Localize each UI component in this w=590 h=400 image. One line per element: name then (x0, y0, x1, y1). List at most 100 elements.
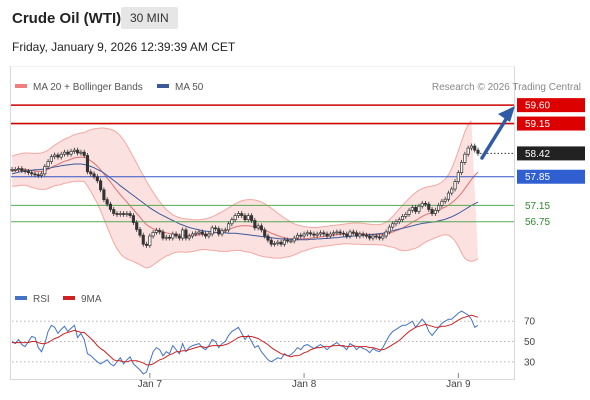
candle-body (122, 213, 126, 215)
candle (423, 200, 428, 207)
chart-credit: Research © 2026 Trading Central (432, 82, 581, 93)
candle-body (108, 203, 113, 210)
candle-body (348, 231, 352, 237)
candle (292, 235, 296, 244)
candle-body (135, 222, 139, 230)
candle (397, 217, 401, 225)
rsi-grid: 70 50 30 (12, 317, 536, 368)
candle-body (381, 235, 385, 239)
candle-body (82, 151, 86, 156)
candle (404, 211, 408, 219)
candle (328, 231, 332, 239)
candle (26, 168, 30, 176)
candle (410, 204, 414, 213)
candle (82, 149, 86, 158)
candle-body (194, 232, 198, 235)
candle (430, 207, 434, 216)
candle-body (240, 213, 244, 216)
candle (433, 207, 437, 216)
legend-swatch-ma20 (15, 84, 27, 88)
candle (135, 220, 139, 232)
candle-body (43, 166, 47, 175)
candle (108, 201, 113, 212)
candle (312, 231, 316, 238)
candle (400, 213, 405, 223)
candle-body (282, 239, 286, 245)
price-tags-layer: 59.60 59.15 58.42 57.85 57.15 56.75 (517, 98, 585, 228)
candle (220, 228, 224, 237)
candle (276, 239, 280, 246)
candle-body (469, 145, 473, 149)
candle-body (72, 149, 76, 152)
rsi-legend-label-9ma: 9MA (81, 294, 102, 305)
candle (62, 149, 67, 157)
time-axis: Jan 7 Jan 8 Jan 9 (138, 373, 471, 390)
bollinger-band-fill (12, 120, 478, 268)
candle (69, 148, 73, 157)
candle-body (466, 147, 470, 155)
level-tag-label-4: 57.15 (525, 201, 550, 212)
candle (171, 231, 175, 241)
candle-body (446, 192, 451, 200)
candle-body (62, 151, 67, 155)
candle-body (177, 235, 181, 239)
candle-body (463, 153, 467, 163)
candle-body (115, 213, 119, 215)
candle-body (167, 236, 172, 239)
candle (46, 159, 50, 169)
candle-body (358, 233, 362, 237)
candle (210, 225, 214, 237)
candle (131, 213, 135, 225)
candle (272, 240, 277, 247)
candle-body (207, 233, 211, 237)
candle-body (259, 225, 263, 231)
candle (151, 229, 155, 239)
candle-body (433, 209, 437, 214)
candle (17, 166, 21, 172)
candle (59, 151, 63, 160)
candle (23, 168, 27, 174)
candle-body (299, 234, 303, 237)
candle (371, 233, 375, 241)
candle (263, 227, 267, 239)
candle (148, 233, 152, 248)
candle (39, 171, 44, 178)
candle (440, 198, 444, 208)
candle-body (154, 229, 158, 233)
rsi-lines-layer (11, 310, 479, 375)
candle (240, 211, 244, 219)
candle-body (364, 234, 368, 237)
candle-body (220, 230, 224, 235)
level-tag-label-3: 57.85 (525, 172, 550, 183)
candle (213, 225, 218, 232)
timeframe-badge[interactable]: 30 MIN (121, 7, 178, 29)
candle (190, 231, 195, 239)
candle-body (272, 243, 277, 245)
header: Crude Oil (WTI) 30 MIN (0, 0, 590, 36)
candle-body (256, 225, 260, 229)
rsi-tick-label-50: 50 (524, 337, 536, 348)
candle-body (394, 221, 398, 225)
candle-body (387, 226, 391, 233)
candle (246, 213, 250, 223)
candle-body (391, 223, 395, 228)
candle (469, 143, 473, 151)
rsi-legend-swatch-9ma (63, 296, 75, 300)
candle (368, 233, 372, 241)
candle-body (30, 172, 34, 175)
candle-body (227, 223, 231, 231)
candle-body (112, 209, 116, 214)
candle-body (338, 231, 342, 234)
candle (243, 213, 247, 223)
candle-body (128, 213, 132, 216)
candle (89, 169, 93, 177)
candle (92, 171, 96, 180)
projection-arrow-head (498, 106, 515, 122)
candle (332, 230, 336, 237)
candle-body (69, 151, 73, 155)
candle (76, 147, 80, 156)
candle (105, 197, 109, 207)
rsi-legend-swatch-rsi (15, 296, 27, 300)
candle (384, 229, 388, 239)
